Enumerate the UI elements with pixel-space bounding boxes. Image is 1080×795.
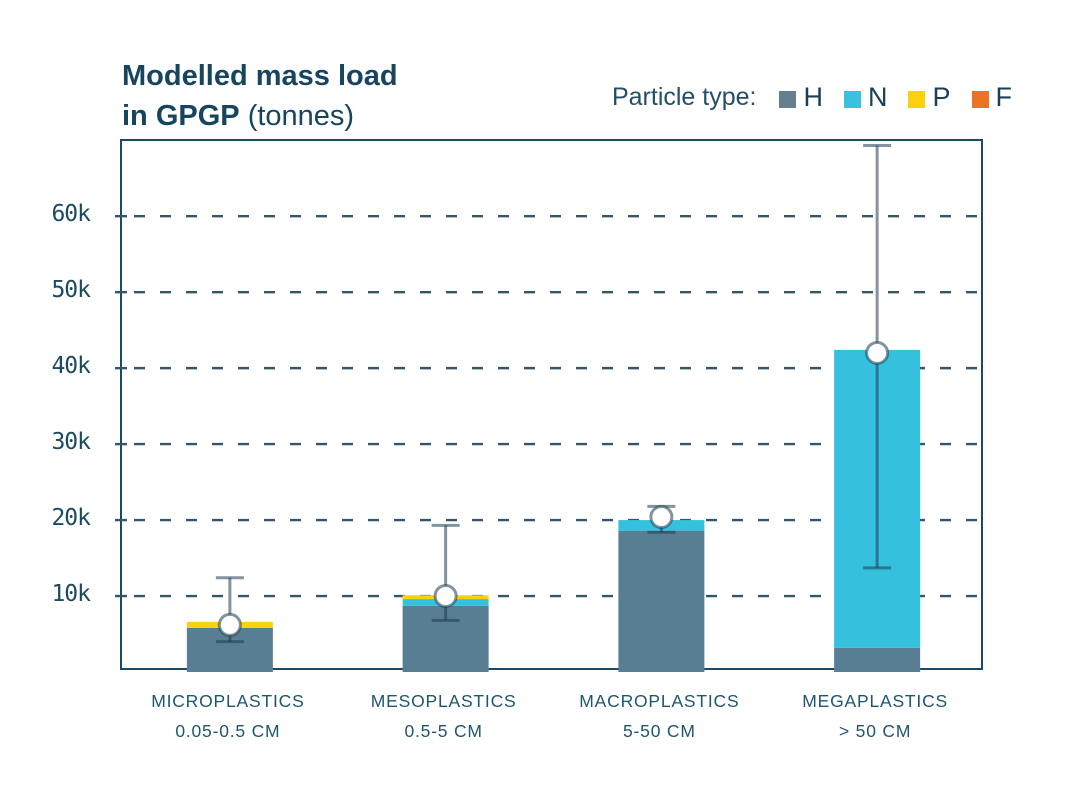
legend-item-H: H [779, 82, 823, 113]
legend-swatch-F [971, 90, 989, 108]
y-tick-label-30k: 30k [51, 429, 91, 456]
legend-code-N: N [867, 82, 888, 112]
point-marker-microplastics [217, 612, 242, 637]
category-name: MACROPLASTICS [579, 691, 740, 711]
bar-segment-H-macroplastics [618, 530, 705, 672]
point-marker-mesoplastics [433, 584, 458, 609]
legend-code-H: H [803, 82, 823, 112]
category-size-range: 0.5-5 CM [404, 721, 483, 741]
x-category-microplastics: MICROPLASTICS 0.05-0.5 CM [98, 691, 358, 742]
legend-item-N: N [843, 82, 888, 113]
category-name: MESOPLASTICS [370, 691, 517, 711]
chart-title-units: (tonnes) [239, 100, 355, 132]
category-name: MEGAPLASTICS [802, 691, 948, 711]
legend-code-P: P [932, 82, 951, 112]
chart-title-line2: in GPGP (tonnes) [122, 100, 355, 132]
category-name: MICROPLASTICS [151, 691, 305, 711]
y-tick-label-40k: 40k [51, 353, 91, 380]
y-tick-label-50k: 50k [51, 277, 91, 304]
legend: Particle type: H N P F [612, 82, 1012, 113]
legend-swatch-H [779, 90, 797, 108]
legend-swatch-P [908, 90, 926, 108]
x-category-megaplastics: MEGAPLASTICS > 50 CM [745, 691, 1005, 742]
y-tick-label-60k: 60k [51, 201, 91, 228]
legend-item-P: P [908, 82, 951, 113]
category-size-range: > 50 CM [839, 721, 912, 741]
x-category-mesoplastics: MESOPLASTICS 0.5-5 CM [314, 691, 574, 742]
point-marker-macroplastics [649, 505, 674, 530]
category-size-range: 0.05-0.5 CM [175, 721, 281, 741]
bar-segment-H-megaplastics [834, 647, 921, 672]
legend-code-F: F [995, 82, 1013, 112]
point-marker-megaplastics [865, 340, 890, 365]
x-category-macroplastics: MACROPLASTICS 5-50 CM [529, 691, 789, 742]
y-axis-labels: 10k 20k 30k 40k 50k 60k [0, 139, 104, 670]
y-tick-label-20k: 20k [51, 505, 91, 532]
plot-area [115, 139, 985, 672]
category-size-range: 5-50 CM [623, 721, 696, 741]
legend-swatch-N [843, 90, 861, 108]
chart-title: Modelled mass load in GPGP (tonnes) [122, 56, 398, 136]
legend-item-F: F [971, 82, 1013, 113]
chart-title-line1: Modelled mass load [122, 60, 398, 92]
chart-svg [115, 144, 985, 672]
y-tick-label-10k: 10k [51, 581, 91, 608]
legend-label: Particle type: [611, 83, 757, 111]
